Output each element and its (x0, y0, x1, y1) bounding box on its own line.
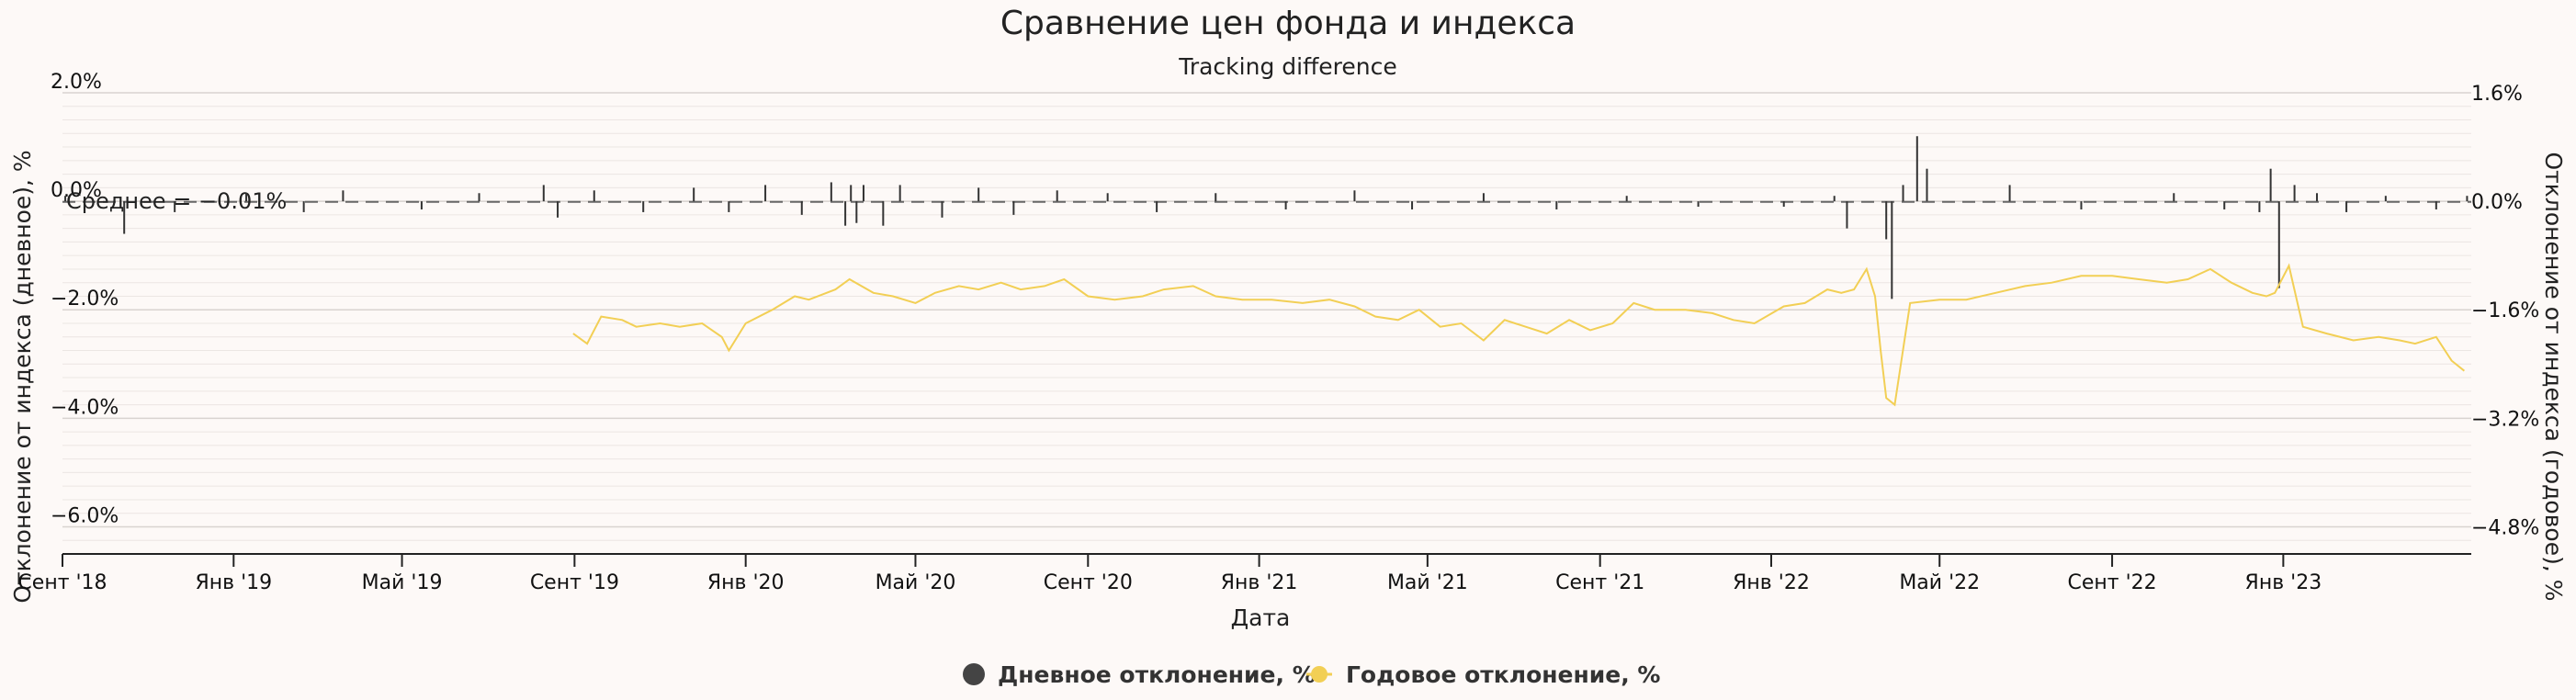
legend-marker-yearly (1311, 666, 1328, 683)
mean-label: Среднее = −0.01% (66, 188, 287, 214)
x-tick-label: Янв '21 (1221, 571, 1298, 594)
y-left-tick-label: 0.0% (51, 179, 102, 202)
daily-deviation-bars (64, 136, 2469, 299)
legend: Дневное отклонение, % Годовое отклонение… (963, 661, 1660, 688)
legend-label-daily: Дневное отклонение, % (998, 661, 1316, 688)
x-tick-label: Янв '19 (195, 571, 272, 594)
x-tick-label: Май '19 (362, 571, 443, 594)
y-right-ticks: 1.6% 0.0% −1.6% −3.2% −4.8% (2471, 83, 2539, 539)
x-tick-label: Янв '20 (707, 571, 785, 594)
y-left-tick-label: −2.0% (51, 288, 119, 310)
legend-marker-daily (963, 663, 985, 685)
x-tick-label: Май '21 (1387, 571, 1468, 594)
y-left-ticks: 2.0% 0.0% −2.0% −4.0% −6.0% (51, 71, 119, 527)
x-tick-label: Сент '22 (2067, 571, 2156, 594)
x-tick-label: Янв '23 (2245, 571, 2322, 594)
series-line-yearly-deviation (572, 263, 2466, 407)
chart-title: Сравнение цен фонда и индекса (1000, 5, 1576, 42)
legend-item-daily[interactable]: Дневное отклонение, % (963, 661, 1316, 688)
y-left-tick-label: −4.0% (51, 396, 119, 419)
y-left-tick-label: 2.0% (51, 71, 102, 94)
y-left-axis-title: Отклонение от индекса (дневное), % (9, 150, 36, 603)
chart-subtitle: Tracking difference (1178, 53, 1397, 80)
legend-item-yearly[interactable]: Годовое отклонение, % (1306, 661, 1660, 688)
x-tick-label: Сент '21 (1555, 571, 1644, 594)
x-tick-label: Сент '18 (17, 571, 107, 594)
x-tick-label: Сент '19 (530, 571, 619, 594)
x-tick-label: Янв '22 (1733, 571, 1810, 594)
legend-label-yearly: Годовое отклонение, % (1346, 661, 1660, 688)
x-axis-title: Дата (1231, 604, 1291, 631)
x-tick-label: Сент '20 (1044, 571, 1133, 594)
y-right-tick-label: −1.6% (2471, 299, 2539, 322)
x-axis-ticks: Сент '18 Янв '19 Май '19 Сент '19 Янв '20 Май… (17, 554, 2322, 594)
y-right-tick-label: 1.6% (2471, 83, 2523, 106)
x-tick-label: Май '20 (876, 571, 956, 594)
x-tick-label: Май '22 (1899, 571, 1980, 594)
y-left-tick-label: −6.0% (51, 504, 119, 527)
y-right-axis-title: Отклонение от индекса (годовое), % (2540, 152, 2567, 601)
y-right-tick-label: −3.2% (2471, 408, 2539, 431)
y-right-tick-label: −4.8% (2471, 516, 2539, 539)
y-right-tick-label: 0.0% (2471, 191, 2523, 214)
